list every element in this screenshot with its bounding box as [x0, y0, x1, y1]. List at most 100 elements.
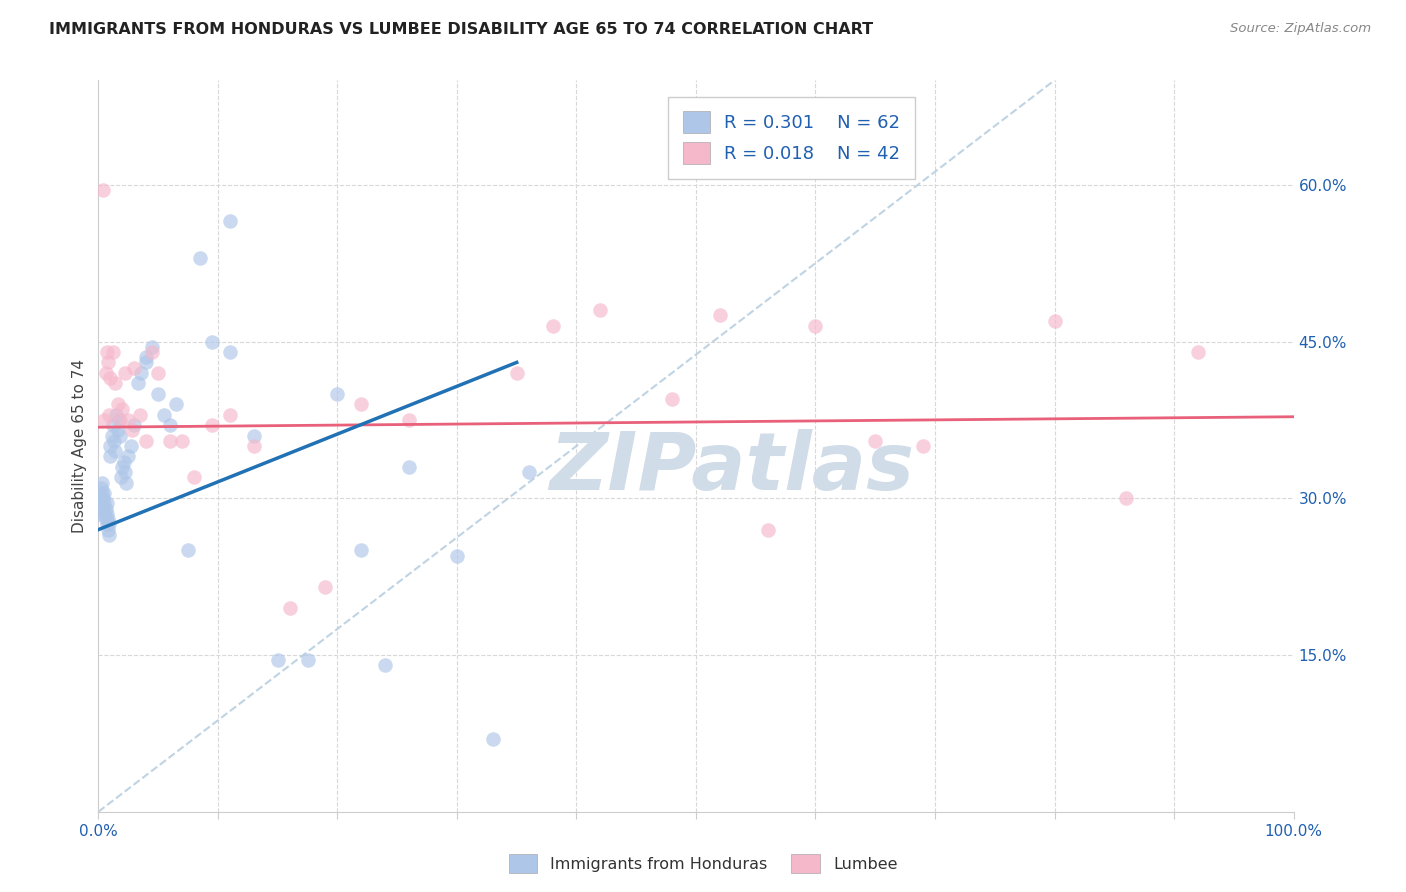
Point — [105, 408, 128, 422]
Point — [98, 517, 121, 532]
Point — [135, 355, 157, 369]
Point — [267, 653, 290, 667]
Point — [141, 340, 163, 354]
Point — [1043, 313, 1066, 327]
Point — [90, 481, 112, 495]
Point — [129, 408, 152, 422]
Legend: R = 0.301    N = 62, R = 0.018    N = 42: R = 0.301 N = 62, R = 0.018 N = 42 — [668, 96, 915, 178]
Point — [93, 496, 115, 510]
Point — [110, 470, 132, 484]
Point — [398, 459, 420, 474]
Point — [94, 512, 117, 526]
Point — [98, 408, 121, 422]
Point — [101, 345, 124, 359]
Point — [177, 543, 200, 558]
Point — [153, 408, 176, 422]
Point — [201, 334, 224, 349]
Point — [97, 512, 120, 526]
Point — [93, 507, 115, 521]
Point — [481, 731, 505, 746]
Point — [114, 465, 136, 479]
Point — [326, 386, 349, 401]
Legend: Immigrants from Honduras, Lumbee: Immigrants from Honduras, Lumbee — [502, 847, 904, 880]
Point — [98, 371, 122, 385]
Point — [219, 345, 242, 359]
Point — [117, 450, 139, 464]
Point — [93, 486, 115, 500]
Point — [135, 350, 157, 364]
Point — [111, 402, 134, 417]
Point — [131, 366, 153, 380]
Point — [94, 501, 117, 516]
Point — [911, 439, 934, 453]
Point — [97, 523, 120, 537]
Point — [243, 428, 266, 442]
Point — [108, 413, 131, 427]
Point — [96, 517, 118, 532]
Point — [120, 439, 142, 453]
Point — [1187, 345, 1209, 359]
Point — [112, 455, 135, 469]
Point — [117, 413, 139, 427]
Point — [121, 423, 143, 437]
Point — [124, 418, 146, 433]
Point — [350, 397, 373, 411]
Point — [756, 523, 779, 537]
Point — [297, 653, 319, 667]
Point — [865, 434, 887, 448]
Point — [91, 491, 114, 506]
Point — [188, 251, 211, 265]
Point — [114, 366, 136, 380]
Point — [96, 507, 118, 521]
Point — [541, 318, 564, 333]
Point — [96, 496, 118, 510]
Point — [243, 439, 266, 453]
Point — [506, 366, 529, 380]
Point — [108, 428, 131, 442]
Point — [93, 413, 115, 427]
Point — [104, 376, 127, 391]
Point — [1115, 491, 1137, 506]
Point — [124, 360, 146, 375]
Point — [159, 418, 181, 433]
Point — [159, 434, 181, 448]
Point — [100, 428, 122, 442]
Point — [201, 418, 224, 433]
Point — [107, 397, 129, 411]
Text: ZIPatlas: ZIPatlas — [550, 429, 914, 507]
Point — [98, 528, 121, 542]
Point — [148, 366, 170, 380]
Point — [89, 507, 111, 521]
Point — [219, 214, 242, 228]
Point — [127, 376, 149, 391]
Text: Source: ZipAtlas.com: Source: ZipAtlas.com — [1230, 22, 1371, 36]
Point — [91, 183, 114, 197]
Point — [111, 459, 134, 474]
Point — [91, 475, 114, 490]
Point — [90, 491, 112, 506]
Point — [141, 345, 163, 359]
Point — [91, 501, 114, 516]
Point — [315, 580, 337, 594]
Point — [91, 486, 114, 500]
Point — [94, 366, 117, 380]
Point — [709, 309, 731, 323]
Point — [183, 470, 205, 484]
Point — [91, 496, 114, 510]
Point — [661, 392, 683, 406]
Point — [98, 439, 122, 453]
Point — [804, 318, 827, 333]
Point — [517, 465, 540, 479]
Point — [97, 355, 120, 369]
Point — [103, 434, 125, 448]
Point — [98, 450, 122, 464]
Point — [172, 434, 194, 448]
Y-axis label: Disability Age 65 to 74: Disability Age 65 to 74 — [72, 359, 87, 533]
Point — [135, 434, 157, 448]
Point — [107, 423, 129, 437]
Point — [101, 418, 124, 433]
Point — [374, 658, 396, 673]
Point — [165, 397, 187, 411]
Point — [446, 549, 468, 563]
Point — [96, 345, 118, 359]
